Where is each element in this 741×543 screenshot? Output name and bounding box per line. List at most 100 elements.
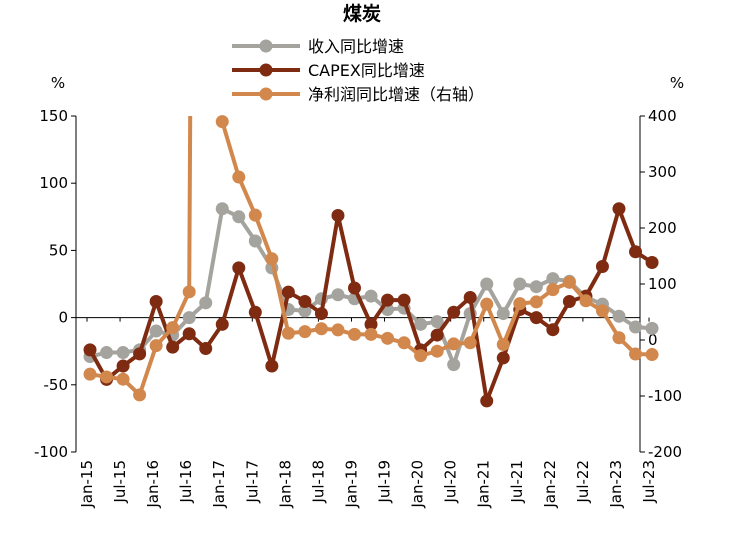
- data-point: [331, 323, 345, 337]
- data-point: [629, 320, 643, 334]
- right-tick-label: 200: [648, 219, 677, 237]
- data-point: [281, 285, 295, 299]
- data-point: [116, 359, 130, 373]
- series-spike-line: [187, 115, 193, 292]
- data-point: [612, 331, 626, 345]
- data-point: [149, 294, 163, 308]
- left-tick-label: -50: [44, 376, 69, 394]
- right-tick-label: 0: [648, 331, 658, 349]
- x-tick-label: Jul-23: [640, 460, 658, 504]
- data-point: [248, 234, 262, 248]
- x-tick-label: Jan-15: [78, 460, 96, 509]
- data-point: [232, 261, 246, 275]
- right-axis-unit: %: [670, 74, 684, 92]
- data-point: [447, 305, 461, 319]
- data-point: [100, 346, 114, 360]
- data-point: [430, 328, 444, 342]
- data-point: [199, 342, 213, 356]
- right-tick-label: -200: [648, 443, 682, 461]
- data-point: [496, 307, 510, 321]
- x-tick-label: Jan-18: [276, 460, 294, 509]
- data-point: [314, 322, 328, 336]
- data-point: [215, 317, 229, 331]
- data-point: [83, 343, 97, 357]
- left-tick-label: 0: [58, 309, 68, 327]
- data-point: [629, 347, 643, 361]
- data-point: [83, 367, 97, 381]
- legend-label: CAPEX同比增速: [308, 61, 425, 80]
- chart-title: 煤炭: [343, 3, 381, 25]
- data-point: [629, 245, 643, 259]
- data-point: [546, 272, 560, 286]
- data-point: [215, 202, 229, 216]
- data-point: [513, 297, 527, 311]
- data-point: [265, 359, 279, 373]
- legend-label: 净利润同比增速（右轴）: [308, 85, 484, 104]
- data-point: [645, 321, 659, 335]
- data-point: [496, 351, 510, 365]
- data-point: [496, 337, 510, 351]
- data-point: [414, 317, 428, 331]
- data-point: [232, 170, 246, 184]
- x-tick-label: Jan-22: [541, 460, 559, 509]
- axes: -100 -50 0 50 100 150 -200 -100 0 100 200 300 400 Jan…: [34, 107, 682, 509]
- x-tick-label: Jul-18: [309, 460, 327, 504]
- x-tick-label: Jul-16: [177, 460, 195, 504]
- legend-swatch-marker: [259, 39, 273, 53]
- legend-item: CAPEX同比增速: [232, 61, 425, 80]
- x-tick-label: Jan-19: [342, 460, 360, 509]
- data-point: [430, 344, 444, 358]
- data-point: [480, 277, 494, 291]
- data-point: [595, 260, 609, 274]
- x-tick-label: Jan-16: [144, 460, 162, 509]
- x-tick-label: Jul-17: [243, 460, 261, 504]
- data-point: [182, 311, 196, 325]
- left-axis-unit: %: [51, 74, 65, 92]
- data-point: [562, 275, 576, 289]
- right-tick-label: -100: [648, 387, 682, 405]
- data-point: [397, 336, 411, 350]
- data-point: [529, 311, 543, 325]
- right-tick-label: 400: [648, 107, 677, 125]
- x-tick-label: Jul-19: [376, 460, 394, 504]
- data-point: [265, 252, 279, 266]
- data-point: [100, 370, 114, 384]
- data-point: [612, 202, 626, 216]
- data-point: [645, 255, 659, 269]
- data-point: [364, 289, 378, 303]
- data-point: [133, 388, 147, 402]
- data-point: [348, 327, 361, 341]
- series-2: [83, 202, 659, 408]
- data-point: [529, 280, 543, 294]
- x-tick-label: Jan-17: [210, 460, 228, 509]
- data-point: [298, 304, 312, 318]
- data-point: [232, 210, 246, 224]
- data-point: [529, 295, 543, 309]
- data-point: [298, 325, 312, 339]
- data-point: [480, 394, 494, 408]
- data-point: [364, 317, 378, 331]
- data-point: [182, 327, 196, 341]
- data-point: [331, 208, 345, 222]
- x-tick-label: Jul-22: [574, 460, 592, 504]
- data-point: [645, 348, 659, 362]
- left-tick-label: 100: [39, 174, 68, 192]
- data-point: [215, 115, 229, 129]
- data-point: [331, 288, 345, 302]
- data-point: [298, 294, 312, 308]
- data-point: [314, 307, 328, 321]
- right-tick-label: 100: [648, 275, 677, 293]
- left-tick-label: 150: [39, 107, 68, 125]
- data-point: [199, 296, 213, 310]
- series-layer: [83, 115, 659, 408]
- data-point: [546, 323, 560, 337]
- data-point: [612, 309, 626, 323]
- data-point: [348, 281, 361, 295]
- data-point: [595, 304, 609, 318]
- data-point: [248, 208, 262, 222]
- data-point: [447, 337, 461, 351]
- left-tick-label: -100: [34, 443, 68, 461]
- x-tick-label: Jan-21: [475, 460, 493, 509]
- data-point: [397, 293, 411, 307]
